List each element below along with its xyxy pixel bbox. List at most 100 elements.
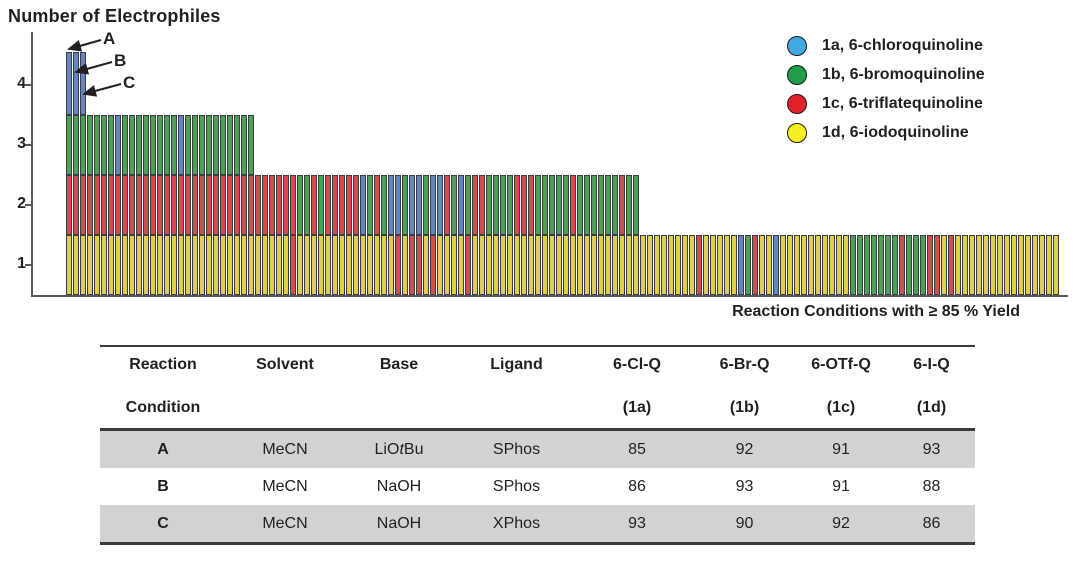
y-tick-label-1: 1 xyxy=(17,255,26,272)
bar-segment xyxy=(416,175,422,235)
bar-segment xyxy=(843,235,849,295)
bar-segment xyxy=(234,175,240,235)
table-cell: NaOH xyxy=(376,515,422,532)
table-cell: LiOtBu xyxy=(374,441,424,458)
bar-segment xyxy=(108,175,114,235)
table-cell: 85 xyxy=(628,441,646,458)
bar-segment xyxy=(892,235,898,295)
bar-segment xyxy=(577,235,583,295)
table-header-cell: (1a) xyxy=(622,399,652,416)
bar-segment xyxy=(864,235,870,295)
table-cell: MeCN xyxy=(262,441,308,458)
bar-segment xyxy=(591,235,597,295)
bar-segment xyxy=(402,235,408,295)
bar-segment xyxy=(311,235,317,295)
bar-segment xyxy=(563,235,569,295)
bar-segment xyxy=(360,235,366,295)
bar-segment xyxy=(591,175,597,235)
bar-segment xyxy=(528,235,534,295)
table-header-cell: 6-Br-Q xyxy=(719,356,770,373)
bar-segment xyxy=(269,175,275,235)
x-axis-label: Reaction Conditions with ≥ 85 % Yield xyxy=(732,303,1020,320)
bar-segment xyxy=(605,175,611,235)
table-cell: 93 xyxy=(922,441,941,458)
table-header-cell xyxy=(226,397,344,419)
bar-segment xyxy=(94,115,100,175)
chart-title: Number of Electrophiles xyxy=(8,6,221,26)
legend-label: 1b, 6-bromoquinoline xyxy=(822,65,985,83)
bar-segment xyxy=(941,235,947,295)
bar-segment xyxy=(927,235,933,295)
legend-color-dot-icon xyxy=(787,122,807,143)
table-cell: SPhos xyxy=(492,441,541,458)
bar-segment xyxy=(360,175,366,235)
bar-segment xyxy=(199,175,205,235)
bar-segment xyxy=(752,235,758,295)
bar-segment xyxy=(521,175,527,235)
bar-segment xyxy=(556,175,562,235)
bar-segment xyxy=(584,235,590,295)
bar-segment xyxy=(731,235,737,295)
y-tick-mark xyxy=(25,84,31,86)
bar-segment xyxy=(1018,235,1024,295)
table-header-cell: (1c) xyxy=(826,399,856,416)
table-header-cell xyxy=(454,397,579,419)
bar-segment xyxy=(1039,235,1045,295)
conditions-table: Reaction Solvent Base Ligand 6-Cl-Q 6-Br-Q 6-O… xyxy=(100,345,975,545)
bar-segment xyxy=(612,235,618,295)
bar-segment xyxy=(451,235,457,295)
bar-segment xyxy=(773,235,779,295)
legend-label: 1a, 6-chloroquinoline xyxy=(822,36,983,54)
bar-segment xyxy=(612,175,618,235)
bar-segment xyxy=(535,175,541,235)
bar-segment xyxy=(248,235,254,295)
bar-segment xyxy=(73,115,79,175)
bar-segment xyxy=(241,235,247,295)
bar-segment xyxy=(136,235,142,295)
bar-segment xyxy=(304,175,310,235)
bar-segment xyxy=(633,235,639,295)
bar-segment xyxy=(955,235,961,295)
bar-segment xyxy=(213,175,219,235)
bar-segment xyxy=(129,175,135,235)
bar-segment xyxy=(311,175,317,235)
bar-segment xyxy=(717,235,723,295)
bar-segment xyxy=(563,175,569,235)
bar-segment xyxy=(255,175,261,235)
bar-segment xyxy=(87,175,93,235)
bar-segment xyxy=(185,175,191,235)
legend-label: 1d, 6-iodoquinoline xyxy=(822,123,969,141)
bar-segment xyxy=(990,235,996,295)
plot-area xyxy=(66,52,1060,295)
bar-segment xyxy=(136,175,142,235)
bar-segment xyxy=(766,235,772,295)
table-top-rule xyxy=(100,345,975,347)
bar-segment xyxy=(346,175,352,235)
bar-segment xyxy=(738,235,744,295)
bar-segment xyxy=(598,235,604,295)
table-header-row1: Reaction Solvent Base Ligand 6-Cl-Q 6-Br-Q 6-O… xyxy=(100,354,975,376)
bar-segment xyxy=(857,235,863,295)
y-tick-mark xyxy=(25,144,31,146)
bar-segment xyxy=(430,175,436,235)
bar-segment xyxy=(220,115,226,175)
bar-segment xyxy=(248,115,254,175)
legend-label: 1c, 6-triflatequinoline xyxy=(822,94,983,112)
bar-segment xyxy=(332,235,338,295)
bar-segment xyxy=(913,235,919,295)
table-header-cell: Ligand xyxy=(490,356,543,373)
legend-item: 1c, 6-triflatequinoline xyxy=(787,89,985,118)
table-cell: 92 xyxy=(735,441,754,458)
bar-segment xyxy=(234,115,240,175)
bar-segment xyxy=(899,235,905,295)
table-cell: B xyxy=(157,478,169,495)
bar-segment xyxy=(997,235,1003,295)
bar-segment xyxy=(619,235,625,295)
bar-segment xyxy=(577,175,583,235)
bar-segment xyxy=(381,175,387,235)
bar-segment xyxy=(619,175,625,235)
bar-segment xyxy=(514,235,520,295)
y-axis-line xyxy=(31,32,33,297)
bar-segment xyxy=(535,235,541,295)
bar-segment xyxy=(983,235,989,295)
